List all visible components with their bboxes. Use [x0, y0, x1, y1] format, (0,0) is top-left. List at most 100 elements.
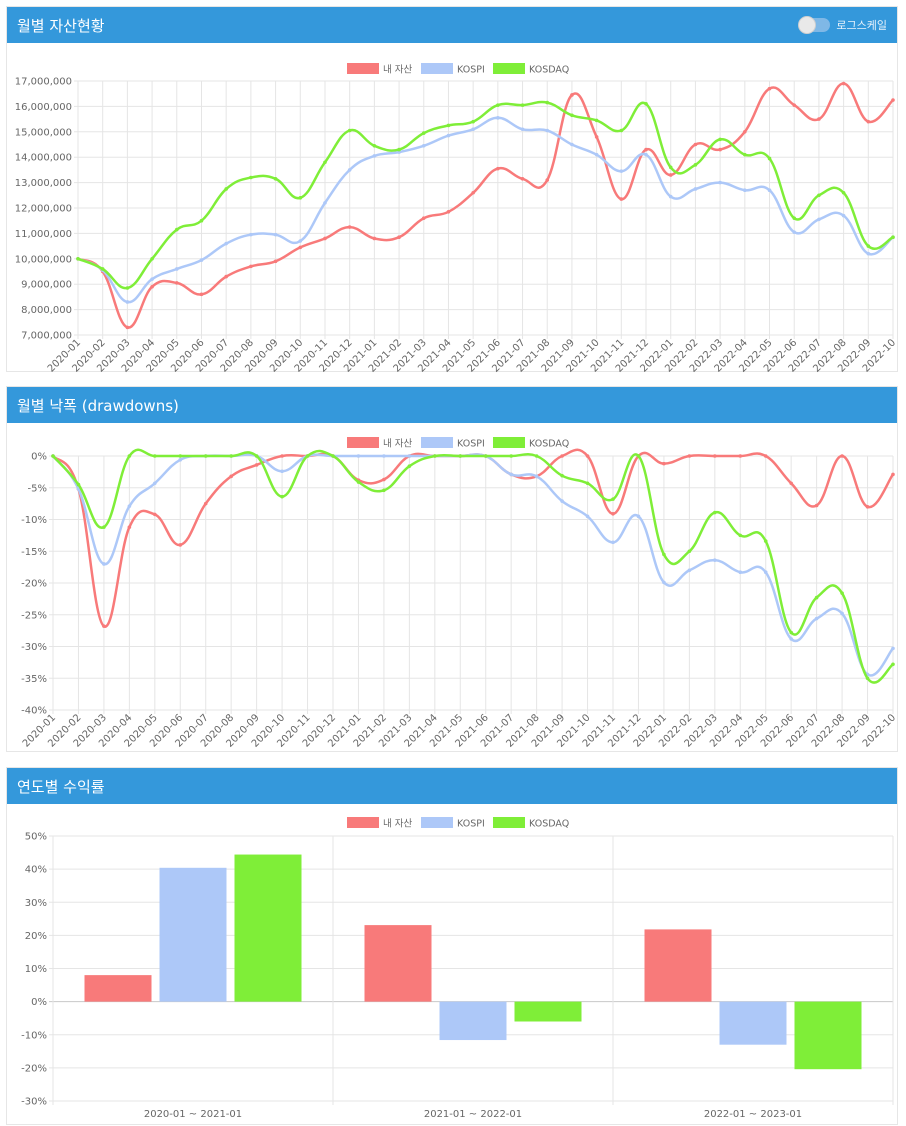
data-point	[280, 454, 284, 458]
data-point	[224, 241, 228, 246]
log-scale-toggle[interactable]: 로그스케일	[798, 16, 887, 34]
y-tick-label: 0%	[31, 997, 47, 1008]
log-scale-label: 로그스케일	[836, 19, 887, 32]
data-point	[397, 235, 401, 240]
y-tick-label: 20%	[25, 931, 47, 942]
data-point	[203, 454, 208, 458]
bar-0	[644, 929, 712, 1002]
drawdown-chart-header: 월별 낙폭 (drawdowns)	[7, 387, 897, 423]
y-tick-label: 9,000,000	[21, 280, 72, 291]
data-point	[446, 133, 451, 138]
data-point	[662, 552, 666, 557]
data-point	[249, 232, 253, 237]
legend-swatch-0	[347, 817, 379, 828]
data-point	[372, 143, 377, 148]
data-point	[693, 187, 698, 191]
data-point	[611, 497, 615, 501]
data-point	[636, 514, 641, 519]
data-point	[560, 499, 564, 503]
series-line-1	[77, 116, 894, 304]
data-point	[687, 454, 692, 458]
legend-swatch-2	[493, 437, 525, 448]
data-point	[229, 454, 233, 458]
data-point	[693, 142, 698, 147]
data-point	[446, 123, 451, 128]
y-tick-label: -10%	[21, 515, 47, 526]
data-point	[199, 292, 204, 297]
annual-return-title: 연도별 수익률	[17, 777, 105, 796]
data-point	[153, 454, 157, 458]
y-tick-label: 7,000,000	[21, 331, 72, 342]
data-point	[570, 142, 574, 147]
data-point	[891, 472, 895, 477]
series-line-0	[77, 82, 894, 329]
data-point	[496, 103, 500, 107]
data-point	[509, 472, 513, 477]
log-scale-switch[interactable]	[798, 16, 831, 34]
data-point	[611, 540, 615, 545]
data-point	[814, 503, 819, 508]
data-point	[298, 196, 303, 200]
data-point	[496, 116, 500, 120]
bar-0	[84, 975, 152, 1002]
y-tick-label: 8,000,000	[21, 305, 72, 316]
data-point	[273, 232, 278, 237]
data-point	[585, 481, 590, 486]
y-tick-label: 40%	[25, 865, 47, 876]
data-point	[280, 494, 284, 499]
data-point	[789, 637, 793, 641]
y-tick-label: -20%	[21, 1063, 47, 1074]
data-point	[585, 514, 590, 519]
data-point	[841, 81, 846, 86]
data-point	[51, 454, 55, 458]
data-point	[199, 218, 204, 223]
data-point	[407, 464, 412, 468]
data-point	[789, 630, 793, 635]
data-point	[534, 474, 539, 479]
data-point	[471, 127, 475, 132]
data-point	[127, 454, 132, 458]
data-point	[545, 178, 550, 182]
data-point	[323, 160, 327, 165]
y-tick-label: 15,000,000	[15, 127, 72, 138]
data-point	[743, 188, 747, 193]
y-tick-label: -5%	[28, 483, 47, 494]
data-point	[738, 570, 743, 575]
data-point	[713, 558, 717, 562]
data-point	[356, 480, 361, 484]
data-point	[174, 227, 179, 232]
data-point	[644, 102, 648, 106]
data-point	[594, 118, 599, 123]
data-point	[153, 512, 157, 517]
annual-return-header: 연도별 수익률	[7, 768, 897, 804]
legend-label-2: KOSDAQ	[529, 439, 569, 450]
annual-return-bar-chart: 내 자산 KOSPI KOSDAQ 50% 40% 30% 20% 10% 0% -10% -20%…	[21, 817, 894, 1120]
x-tick-label: 2022-01 ~ 2023-01	[704, 1109, 802, 1120]
legend-swatch-0	[347, 63, 379, 74]
data-point	[866, 244, 871, 248]
y-tick-label: -15%	[21, 547, 47, 558]
data-point	[356, 454, 361, 458]
y-tick-label: -20%	[21, 579, 47, 590]
data-point	[323, 201, 327, 205]
data-point	[224, 187, 228, 191]
data-point	[520, 127, 525, 132]
data-point	[767, 86, 772, 91]
y-tick-label: 50%	[25, 832, 47, 843]
data-point	[76, 482, 81, 487]
data-point	[636, 454, 641, 458]
data-point	[229, 474, 233, 479]
data-point	[407, 454, 412, 458]
data-point	[891, 235, 895, 240]
data-point	[471, 190, 475, 195]
data-point	[611, 511, 615, 516]
y-tick-label: 11,000,000	[15, 229, 72, 240]
legend-swatch-1	[421, 817, 453, 828]
data-point	[397, 150, 401, 154]
bar-0	[364, 925, 432, 1002]
data-point	[347, 128, 352, 133]
data-point	[298, 245, 303, 250]
data-point	[150, 277, 154, 281]
data-point	[594, 152, 599, 157]
data-point	[718, 180, 722, 185]
